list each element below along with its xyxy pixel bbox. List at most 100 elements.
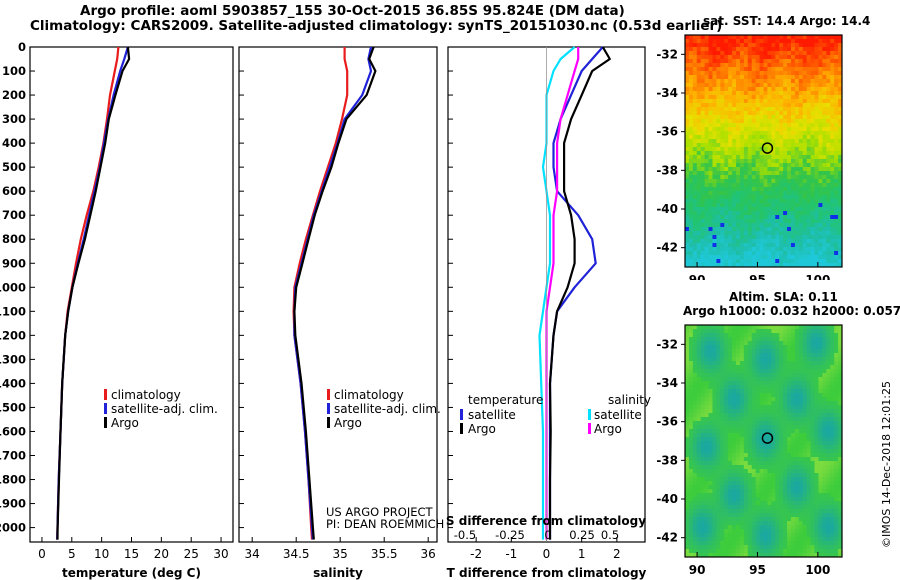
map-cell <box>704 227 710 232</box>
map-cell <box>830 51 835 56</box>
map-cell <box>838 139 843 144</box>
map-cell <box>834 131 839 136</box>
map-cell <box>755 179 761 184</box>
map-cell <box>767 139 772 144</box>
map-cell <box>798 67 804 72</box>
map-cell <box>838 469 843 474</box>
map-cell <box>751 191 757 196</box>
map-cell <box>822 207 827 212</box>
map-cell <box>779 457 784 462</box>
map-cell <box>759 489 764 494</box>
map-cell <box>751 377 757 382</box>
map-cell <box>692 345 698 350</box>
map-cell <box>790 461 796 466</box>
map-cell <box>700 377 706 382</box>
map-cell <box>708 381 713 386</box>
map-cell <box>700 469 706 474</box>
map-cell <box>802 345 808 350</box>
map-cell <box>685 55 690 60</box>
map-cell <box>822 263 827 268</box>
map-cell <box>806 345 812 350</box>
map-cell <box>794 75 800 80</box>
map-cell <box>685 533 690 538</box>
map-cell <box>775 99 780 104</box>
map-cell <box>818 47 823 52</box>
map-cell <box>775 457 780 462</box>
map-cell <box>700 473 706 478</box>
map-cell <box>810 513 816 518</box>
map-cell <box>818 71 823 76</box>
map-cell <box>814 103 819 108</box>
map-cell <box>779 55 784 60</box>
map-cell <box>724 135 729 140</box>
map-cell <box>771 337 776 342</box>
map-cell <box>822 223 827 228</box>
map-cell <box>720 63 725 68</box>
map-cell <box>739 401 745 406</box>
map-cell <box>736 71 741 76</box>
map-cell <box>688 505 694 510</box>
map-cell <box>834 329 839 334</box>
map-cell <box>700 361 706 366</box>
map-cell <box>834 47 839 52</box>
map-cell <box>771 99 776 104</box>
map-cell <box>838 227 843 232</box>
map-cell <box>834 365 839 370</box>
map-cell <box>739 541 745 546</box>
map-cell <box>716 111 721 116</box>
map-cell <box>708 481 713 486</box>
map-cell <box>802 103 808 108</box>
map-cell <box>834 211 839 216</box>
map-cell <box>716 493 721 498</box>
map-cell <box>779 357 784 362</box>
map-cell <box>720 445 725 450</box>
map-cell <box>783 337 788 342</box>
map-cell <box>728 473 733 478</box>
map-cell <box>790 175 796 180</box>
map-cell <box>763 469 768 474</box>
map-cell <box>743 529 749 534</box>
map-cell <box>751 163 757 168</box>
map-cell <box>763 211 768 216</box>
sla-map-title-2: Argo h1000: 0.032 h2000: 0.057 <box>683 304 900 318</box>
map-cell <box>818 493 823 498</box>
map-cell <box>798 71 804 76</box>
map-cell <box>802 433 808 438</box>
map-cell <box>751 333 757 338</box>
map-cell <box>767 481 772 486</box>
map-cell <box>704 469 710 474</box>
map-cell <box>692 469 698 474</box>
map-cell <box>747 333 753 338</box>
map-cell <box>688 259 694 264</box>
map-cell <box>739 111 745 116</box>
series-line-argo <box>293 46 377 540</box>
map-cell <box>826 199 831 204</box>
map-cell <box>798 235 804 240</box>
map-cell <box>834 417 839 422</box>
map-cell <box>814 215 819 220</box>
map-cell <box>810 497 816 502</box>
map-cell <box>802 207 808 212</box>
map-cell <box>739 421 745 426</box>
map-y-tick-label: -38 <box>656 163 678 177</box>
map-cell <box>790 493 796 498</box>
map-cell <box>724 147 729 152</box>
map-cell <box>708 239 713 244</box>
map-cell <box>688 433 694 438</box>
map-cell <box>688 51 694 56</box>
map-cell <box>700 529 706 534</box>
map-cell <box>822 501 827 506</box>
map-cell <box>794 119 800 124</box>
map-cell <box>708 43 713 48</box>
map-cell <box>685 167 690 172</box>
map-cell <box>704 67 710 72</box>
map-cell <box>822 139 827 144</box>
map-cell <box>696 465 702 470</box>
map-cell <box>728 79 733 84</box>
series-line-temperature-argo <box>548 46 611 540</box>
map-cell <box>834 263 839 268</box>
map-cell <box>747 135 753 140</box>
map-cell <box>724 83 729 88</box>
map-cell <box>779 67 784 72</box>
map-cell <box>767 553 772 558</box>
